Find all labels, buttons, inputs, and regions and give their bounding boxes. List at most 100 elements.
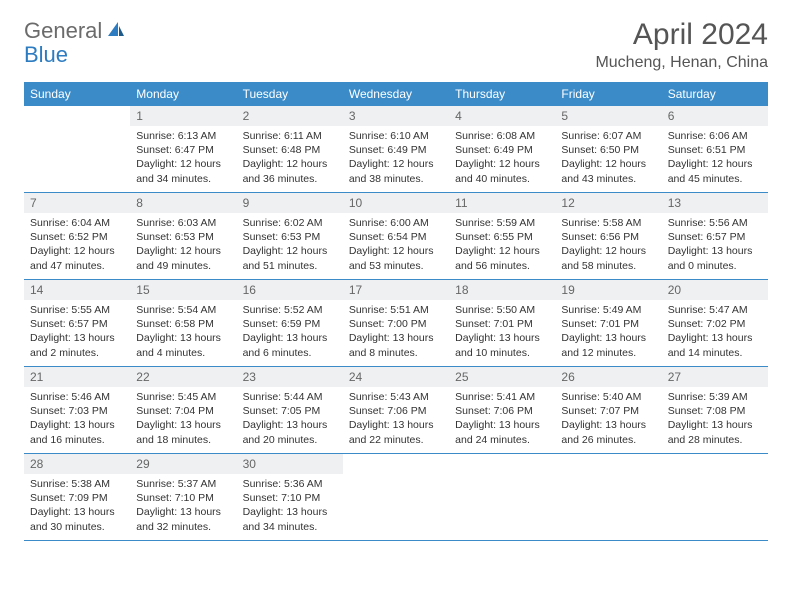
day-header-wednesday: Wednesday xyxy=(343,82,449,106)
calendar-cell: 15Sunrise: 5:54 AMSunset: 6:58 PMDayligh… xyxy=(130,280,236,366)
cell-date: 16 xyxy=(237,280,343,300)
daylight-text: Daylight: 13 hours and 6 minutes. xyxy=(243,331,337,359)
cell-date: 19 xyxy=(555,280,661,300)
cell-body: Sunrise: 5:43 AMSunset: 7:06 PMDaylight:… xyxy=(343,387,449,453)
cell-body: Sunrise: 6:06 AMSunset: 6:51 PMDaylight:… xyxy=(662,126,768,192)
calendar-cell: 4Sunrise: 6:08 AMSunset: 6:49 PMDaylight… xyxy=(449,106,555,192)
cell-date: 18 xyxy=(449,280,555,300)
cell-date: 1 xyxy=(130,106,236,126)
sunset-text: Sunset: 7:03 PM xyxy=(30,404,124,418)
cell-body: Sunrise: 5:39 AMSunset: 7:08 PMDaylight:… xyxy=(662,387,768,453)
cell-date: 15 xyxy=(130,280,236,300)
cell-date: 9 xyxy=(237,193,343,213)
sunset-text: Sunset: 7:09 PM xyxy=(30,491,124,505)
sunset-text: Sunset: 7:05 PM xyxy=(243,404,337,418)
sunrise-text: Sunrise: 5:36 AM xyxy=(243,477,337,491)
calendar-cell: 3Sunrise: 6:10 AMSunset: 6:49 PMDaylight… xyxy=(343,106,449,192)
sunrise-text: Sunrise: 5:37 AM xyxy=(136,477,230,491)
weeks-container: 1Sunrise: 6:13 AMSunset: 6:47 PMDaylight… xyxy=(24,106,768,541)
sunset-text: Sunset: 6:57 PM xyxy=(668,230,762,244)
calendar-cell: 17Sunrise: 5:51 AMSunset: 7:00 PMDayligh… xyxy=(343,280,449,366)
sunrise-text: Sunrise: 6:07 AM xyxy=(561,129,655,143)
calendar-cell: 30Sunrise: 5:36 AMSunset: 7:10 PMDayligh… xyxy=(237,454,343,540)
calendar-cell: 14Sunrise: 5:55 AMSunset: 6:57 PMDayligh… xyxy=(24,280,130,366)
daylight-text: Daylight: 13 hours and 20 minutes. xyxy=(243,418,337,446)
sunset-text: Sunset: 7:00 PM xyxy=(349,317,443,331)
sunset-text: Sunset: 6:51 PM xyxy=(668,143,762,157)
header: General April 2024 Mucheng, Henan, China xyxy=(24,18,768,72)
cell-date: 7 xyxy=(24,193,130,213)
cell-body: Sunrise: 5:37 AMSunset: 7:10 PMDaylight:… xyxy=(130,474,236,540)
daylight-text: Daylight: 12 hours and 51 minutes. xyxy=(243,244,337,272)
sunrise-text: Sunrise: 6:08 AM xyxy=(455,129,549,143)
week-row: 7Sunrise: 6:04 AMSunset: 6:52 PMDaylight… xyxy=(24,193,768,280)
cell-body: Sunrise: 6:00 AMSunset: 6:54 PMDaylight:… xyxy=(343,213,449,279)
cell-body: Sunrise: 5:55 AMSunset: 6:57 PMDaylight:… xyxy=(24,300,130,366)
sunset-text: Sunset: 7:01 PM xyxy=(455,317,549,331)
daylight-text: Daylight: 13 hours and 2 minutes. xyxy=(30,331,124,359)
daylight-text: Daylight: 13 hours and 16 minutes. xyxy=(30,418,124,446)
cell-body: Sunrise: 5:50 AMSunset: 7:01 PMDaylight:… xyxy=(449,300,555,366)
sunset-text: Sunset: 6:49 PM xyxy=(349,143,443,157)
cell-date xyxy=(555,454,661,460)
cell-date: 12 xyxy=(555,193,661,213)
sunset-text: Sunset: 6:52 PM xyxy=(30,230,124,244)
sunrise-text: Sunrise: 5:44 AM xyxy=(243,390,337,404)
sunrise-text: Sunrise: 5:43 AM xyxy=(349,390,443,404)
cell-date: 29 xyxy=(130,454,236,474)
sunrise-text: Sunrise: 5:40 AM xyxy=(561,390,655,404)
sunset-text: Sunset: 7:01 PM xyxy=(561,317,655,331)
sunset-text: Sunset: 6:59 PM xyxy=(243,317,337,331)
sunrise-text: Sunrise: 5:55 AM xyxy=(30,303,124,317)
calendar-cell xyxy=(555,454,661,540)
sunrise-text: Sunrise: 5:59 AM xyxy=(455,216,549,230)
sunrise-text: Sunrise: 6:00 AM xyxy=(349,216,443,230)
sunrise-text: Sunrise: 5:41 AM xyxy=(455,390,549,404)
sunset-text: Sunset: 7:07 PM xyxy=(561,404,655,418)
cell-body: Sunrise: 5:59 AMSunset: 6:55 PMDaylight:… xyxy=(449,213,555,279)
cell-body: Sunrise: 5:38 AMSunset: 7:09 PMDaylight:… xyxy=(24,474,130,540)
cell-date: 24 xyxy=(343,367,449,387)
calendar-cell: 22Sunrise: 5:45 AMSunset: 7:04 PMDayligh… xyxy=(130,367,236,453)
calendar-cell: 12Sunrise: 5:58 AMSunset: 6:56 PMDayligh… xyxy=(555,193,661,279)
daylight-text: Daylight: 13 hours and 22 minutes. xyxy=(349,418,443,446)
day-header-monday: Monday xyxy=(130,82,236,106)
daylight-text: Daylight: 13 hours and 4 minutes. xyxy=(136,331,230,359)
sunrise-text: Sunrise: 6:02 AM xyxy=(243,216,337,230)
logo-sail-icon xyxy=(106,20,126,38)
sunrise-text: Sunrise: 6:13 AM xyxy=(136,129,230,143)
sunrise-text: Sunrise: 5:38 AM xyxy=(30,477,124,491)
calendar-cell: 13Sunrise: 5:56 AMSunset: 6:57 PMDayligh… xyxy=(662,193,768,279)
cell-body: Sunrise: 5:54 AMSunset: 6:58 PMDaylight:… xyxy=(130,300,236,366)
week-row: 14Sunrise: 5:55 AMSunset: 6:57 PMDayligh… xyxy=(24,280,768,367)
sunrise-text: Sunrise: 5:47 AM xyxy=(668,303,762,317)
sunrise-text: Sunrise: 5:45 AM xyxy=(136,390,230,404)
sunset-text: Sunset: 6:53 PM xyxy=(243,230,337,244)
cell-date: 21 xyxy=(24,367,130,387)
daylight-text: Daylight: 12 hours and 34 minutes. xyxy=(136,157,230,185)
day-header-friday: Friday xyxy=(555,82,661,106)
sunrise-text: Sunrise: 5:54 AM xyxy=(136,303,230,317)
daylight-text: Daylight: 13 hours and 8 minutes. xyxy=(349,331,443,359)
cell-body: Sunrise: 5:45 AMSunset: 7:04 PMDaylight:… xyxy=(130,387,236,453)
logo-text-general: General xyxy=(24,18,102,44)
cell-body: Sunrise: 5:58 AMSunset: 6:56 PMDaylight:… xyxy=(555,213,661,279)
cell-date: 10 xyxy=(343,193,449,213)
calendar-cell: 25Sunrise: 5:41 AMSunset: 7:06 PMDayligh… xyxy=(449,367,555,453)
logo: General xyxy=(24,18,128,44)
calendar-cell: 29Sunrise: 5:37 AMSunset: 7:10 PMDayligh… xyxy=(130,454,236,540)
daylight-text: Daylight: 13 hours and 10 minutes. xyxy=(455,331,549,359)
sunset-text: Sunset: 7:08 PM xyxy=(668,404,762,418)
sunrise-text: Sunrise: 5:39 AM xyxy=(668,390,762,404)
sunset-text: Sunset: 7:06 PM xyxy=(455,404,549,418)
cell-date: 30 xyxy=(237,454,343,474)
daylight-text: Daylight: 13 hours and 18 minutes. xyxy=(136,418,230,446)
daylight-text: Daylight: 12 hours and 49 minutes. xyxy=(136,244,230,272)
week-row: 21Sunrise: 5:46 AMSunset: 7:03 PMDayligh… xyxy=(24,367,768,454)
cell-date: 22 xyxy=(130,367,236,387)
calendar-cell: 28Sunrise: 5:38 AMSunset: 7:09 PMDayligh… xyxy=(24,454,130,540)
cell-body: Sunrise: 5:36 AMSunset: 7:10 PMDaylight:… xyxy=(237,474,343,540)
sunrise-text: Sunrise: 6:10 AM xyxy=(349,129,443,143)
cell-body: Sunrise: 5:49 AMSunset: 7:01 PMDaylight:… xyxy=(555,300,661,366)
sunset-text: Sunset: 6:53 PM xyxy=(136,230,230,244)
